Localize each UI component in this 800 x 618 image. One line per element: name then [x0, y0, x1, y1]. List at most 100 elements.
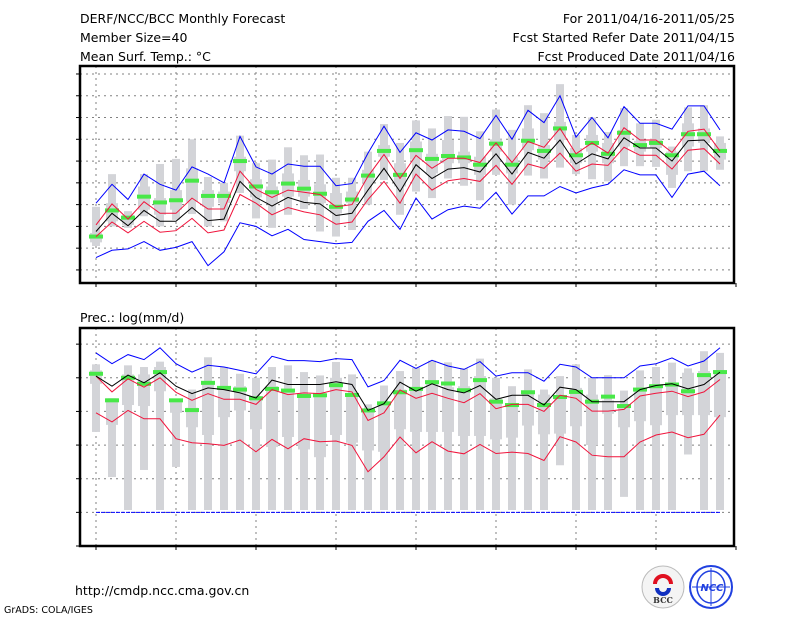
green-marker — [393, 390, 407, 395]
green-marker — [649, 140, 663, 145]
interquartile-box — [554, 395, 566, 434]
range-bar — [652, 367, 660, 511]
range-bar — [412, 367, 420, 511]
green-marker — [713, 370, 727, 375]
green-marker — [233, 159, 247, 164]
green-marker — [281, 388, 295, 393]
green-marker — [713, 148, 727, 153]
green-marker — [137, 381, 151, 386]
green-marker — [489, 399, 503, 404]
interquartile-box — [218, 386, 230, 418]
range-bar — [524, 369, 532, 511]
interquartile-box — [186, 407, 198, 428]
green-marker — [169, 198, 183, 203]
interquartile-box — [554, 121, 566, 141]
red-lower-line — [95, 146, 721, 237]
range-bar — [252, 377, 260, 511]
red-upper-line — [95, 126, 721, 226]
green-marker — [601, 151, 615, 156]
green-marker — [617, 404, 631, 409]
black-center-line — [95, 137, 721, 232]
svg-text:NCC: NCC — [700, 583, 724, 594]
green-marker — [521, 390, 535, 395]
interquartile-box — [346, 392, 358, 443]
green-marker — [217, 385, 231, 390]
green-marker — [665, 382, 679, 387]
green-marker — [265, 190, 279, 195]
green-marker — [233, 387, 247, 392]
interquartile-box — [714, 371, 726, 418]
range-bar — [188, 389, 196, 511]
range-bar — [108, 174, 116, 227]
interquartile-box — [522, 390, 534, 426]
green-marker — [345, 392, 359, 397]
green-marker — [633, 143, 647, 148]
black-center-line — [95, 371, 721, 412]
green-marker — [681, 389, 695, 394]
precipitation-chart — [76, 326, 737, 550]
green-marker — [457, 155, 471, 160]
interquartile-box — [666, 386, 678, 416]
member-size: Member Size=40 — [80, 30, 187, 45]
interquartile-box — [378, 402, 390, 452]
range-bar — [428, 360, 436, 511]
interquartile-box — [426, 153, 438, 174]
red-lower-line — [95, 409, 721, 473]
range-bar — [460, 116, 468, 186]
footer-url[interactable]: http://cmdp.ncc.cma.gov.cn — [75, 583, 249, 598]
range-bar — [156, 361, 164, 511]
blue-upper-line — [95, 94, 721, 204]
green-marker — [569, 153, 583, 158]
green-marker — [281, 181, 295, 186]
start-date: Fcst Started Refer Date 2011/04/15 — [513, 30, 736, 45]
grads-credit: GrADS: COLA/IGES — [4, 605, 93, 616]
green-marker — [153, 370, 167, 375]
range-bar — [572, 364, 580, 511]
green-marker — [409, 148, 423, 153]
range-bar — [332, 361, 340, 511]
green-marker — [665, 153, 679, 158]
green-marker — [201, 380, 215, 385]
green-marker — [249, 184, 263, 189]
green-marker — [425, 380, 439, 385]
green-marker — [409, 386, 423, 391]
interquartile-box — [250, 395, 262, 430]
range-bar — [92, 364, 100, 432]
range-bar — [124, 365, 132, 511]
green-marker — [473, 378, 487, 383]
range-bar — [492, 377, 500, 511]
green-marker — [105, 208, 119, 213]
interquartile-box — [346, 191, 358, 204]
interquartile-box — [474, 376, 486, 436]
interquartile-box — [490, 398, 502, 440]
interquartile-box — [106, 398, 118, 425]
green-marker — [89, 371, 103, 376]
interquartile-box — [410, 387, 422, 432]
green-marker — [185, 408, 199, 413]
produced-date: Fcst Produced Date 2011/04/16 — [537, 49, 735, 64]
green-marker — [345, 197, 359, 202]
interquartile-box — [138, 374, 150, 407]
range-bar — [444, 362, 452, 511]
interquartile-box — [586, 394, 598, 446]
svg-text:BCC: BCC — [653, 595, 673, 605]
green-marker — [521, 138, 535, 143]
green-marker — [441, 381, 455, 386]
interquartile-box — [186, 168, 198, 202]
interquartile-box — [602, 400, 614, 414]
interquartile-box — [122, 214, 134, 225]
green-marker — [137, 194, 151, 199]
interquartile-box — [618, 407, 630, 428]
green-marker — [457, 388, 471, 393]
range-bar — [508, 386, 516, 511]
green-marker — [537, 148, 551, 153]
interquartile-box — [202, 382, 214, 435]
interquartile-box — [394, 389, 406, 430]
bottom-chart-title: Prec.: log(mm/d) — [80, 310, 184, 325]
range-bar — [604, 375, 612, 511]
range-bar — [364, 404, 372, 511]
range-bar — [636, 370, 644, 511]
green-marker — [441, 153, 455, 158]
range-bar — [716, 352, 724, 511]
green-marker — [505, 162, 519, 167]
